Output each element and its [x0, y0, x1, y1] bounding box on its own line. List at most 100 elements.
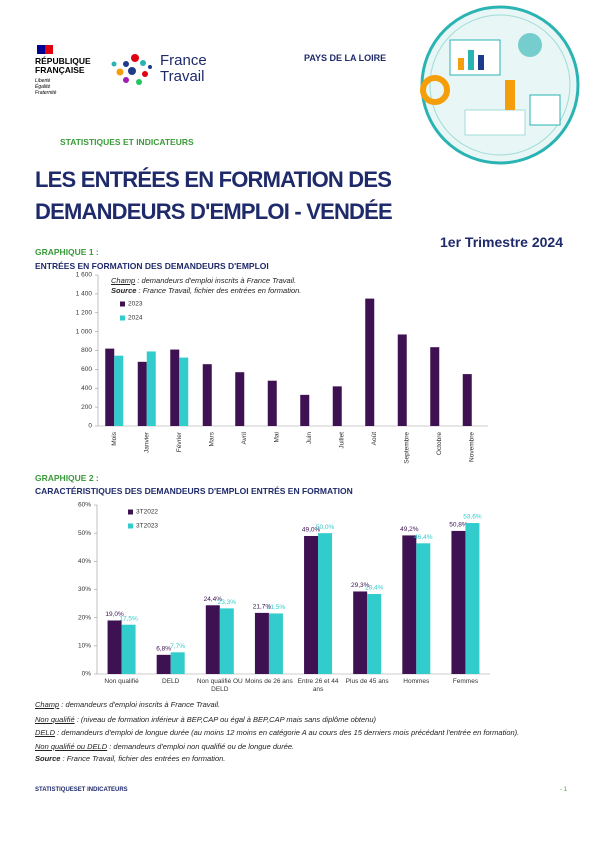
chart-label: GRAPHIQUE 1 :: [35, 247, 99, 257]
note-text: : demandeurs d'emploi non qualifié ou de…: [107, 742, 295, 751]
illustration: [420, 5, 580, 165]
y-tick-label: 1 600: [76, 272, 93, 279]
footnote: Non qualifié : (niveau de formation infé…: [35, 714, 555, 726]
footnote: Champ : demandeurs d'emploi inscrits à F…: [35, 699, 555, 711]
y-tick-label: 800: [81, 347, 92, 354]
x-tick-label: Non qualifié: [104, 678, 139, 685]
footnotes: Champ : demandeurs d'emploi inscrits à F…: [35, 699, 555, 764]
bar: [367, 594, 382, 674]
period: 1er Trimestre 2024: [440, 234, 563, 250]
x-tick-label: Plus de 45 ans: [345, 678, 389, 685]
note-text: : France Travail, fichier des entrées en…: [136, 286, 302, 295]
footnote: DELD : demandeurs d'emploi de longue dur…: [35, 728, 555, 738]
value-label: 23,3%: [218, 599, 237, 606]
x-tick-label: Février: [176, 431, 183, 452]
bar: [254, 612, 269, 674]
y-tick-label: 600: [81, 366, 92, 373]
x-tick-label: Mars: [208, 431, 215, 446]
value-label: 21,5%: [267, 604, 286, 611]
legend-label: 3T2022: [136, 509, 158, 516]
y-tick-label: 30%: [78, 586, 91, 593]
x-tick-label: Mai: [273, 432, 280, 442]
chart-note: Champ : demandeurs d'emploi inscrits à F…: [111, 276, 301, 286]
note-label: Champ: [111, 276, 136, 285]
y-tick-label: 1 400: [76, 291, 93, 298]
value-label: 29,3%: [351, 582, 370, 589]
chart-title: ENTRÉES EN FORMATION DES DEMANDEURS D'EM…: [35, 261, 269, 271]
note-text: : demandeurs d'emploi inscrits à France …: [59, 700, 221, 709]
value-label: 46,4%: [414, 534, 433, 541]
value-label: 21,7%: [253, 604, 272, 611]
footnote: Source : France Travail, fichier des ent…: [35, 753, 555, 765]
bar: [105, 348, 115, 426]
bar: [170, 652, 185, 674]
motto-line: Liberté: [35, 78, 51, 84]
bar: [107, 620, 122, 674]
footer-right: - 1: [559, 787, 567, 793]
note-text: : demandeurs d'emploi de longue durée (a…: [55, 728, 520, 737]
y-tick-label: 40%: [78, 558, 91, 565]
chart-title: CARACTÉRISTIQUES DES DEMANDEURS D'EMPLOI…: [35, 486, 353, 496]
bar: [462, 374, 472, 426]
x-tick-label: Juin: [306, 432, 313, 444]
bar: [267, 380, 277, 426]
legend-swatch: [128, 523, 133, 529]
bar: [397, 334, 407, 426]
x-tick-label: Mois: [111, 431, 118, 445]
x-tick-label: Juillet: [338, 432, 345, 449]
bar: [365, 298, 375, 426]
y-tick-label: 1 200: [76, 309, 93, 316]
x-tick-label: Septembre: [403, 432, 410, 464]
value-label: 28,4%: [365, 585, 384, 592]
y-tick-label: 0: [88, 423, 92, 430]
x-tick-label: Novembre: [468, 432, 475, 462]
bar: [137, 361, 147, 426]
bar: [114, 355, 124, 426]
flag-red: [45, 45, 53, 54]
bar: [318, 533, 333, 674]
value-label: 19,0%: [105, 611, 124, 618]
bar: [465, 523, 480, 674]
motto-line: Égalité: [35, 84, 51, 90]
note-label: Source: [35, 753, 61, 763]
x-tick-label: Non qualifié OU DELD: [196, 678, 243, 693]
bar: [402, 535, 417, 674]
footer-left: STATISTIQUESET INDICATEURS: [35, 787, 128, 793]
note-label: Champ: [35, 700, 60, 709]
y-tick-label: 1 000: [76, 328, 93, 335]
bar: [156, 654, 171, 674]
y-tick-label: 50%: [78, 530, 91, 537]
section: STATISTIQUES ET INDICATEURS: [60, 137, 194, 147]
republic: RÉPUBLIQUE FRANÇAISE: [35, 56, 91, 75]
bar: [179, 357, 189, 426]
bar: [146, 351, 156, 426]
y-tick-label: 20%: [78, 614, 91, 621]
footnote: Non qualifié ou DELD : demandeurs d'empl…: [35, 741, 555, 753]
note-text: : France Travail, fichier des entrées en…: [60, 753, 226, 763]
bar: [121, 624, 136, 674]
legend-swatch: [120, 315, 125, 321]
note-label: DELD: [35, 728, 56, 737]
bar: [304, 535, 319, 674]
bar: [268, 613, 283, 674]
note-label: Source: [111, 286, 137, 295]
bar: [205, 605, 220, 674]
legend-label: 2023: [128, 301, 143, 308]
x-tick-label: Entre 26 et 44 ans: [297, 678, 339, 693]
motto: Liberté Égalité Fraternité: [35, 78, 56, 96]
bar: [202, 364, 212, 426]
x-tick-label: Femmes: [452, 678, 479, 685]
legend-label: 3T2023: [136, 523, 158, 530]
bar: [430, 347, 440, 426]
y-tick-label: 0%: [82, 671, 92, 678]
brand: France Travail: [160, 52, 207, 85]
x-tick-label: Janvier: [143, 431, 150, 453]
y-tick-label: 60%: [78, 502, 91, 509]
motto-line: Fraternité: [35, 90, 57, 96]
x-tick-label: Hommes: [403, 678, 430, 685]
bar: [416, 543, 431, 674]
bar: [353, 591, 368, 674]
bar: [332, 386, 342, 426]
x-tick-label: Avril: [241, 431, 248, 444]
value-label: 49,0%: [302, 527, 321, 534]
